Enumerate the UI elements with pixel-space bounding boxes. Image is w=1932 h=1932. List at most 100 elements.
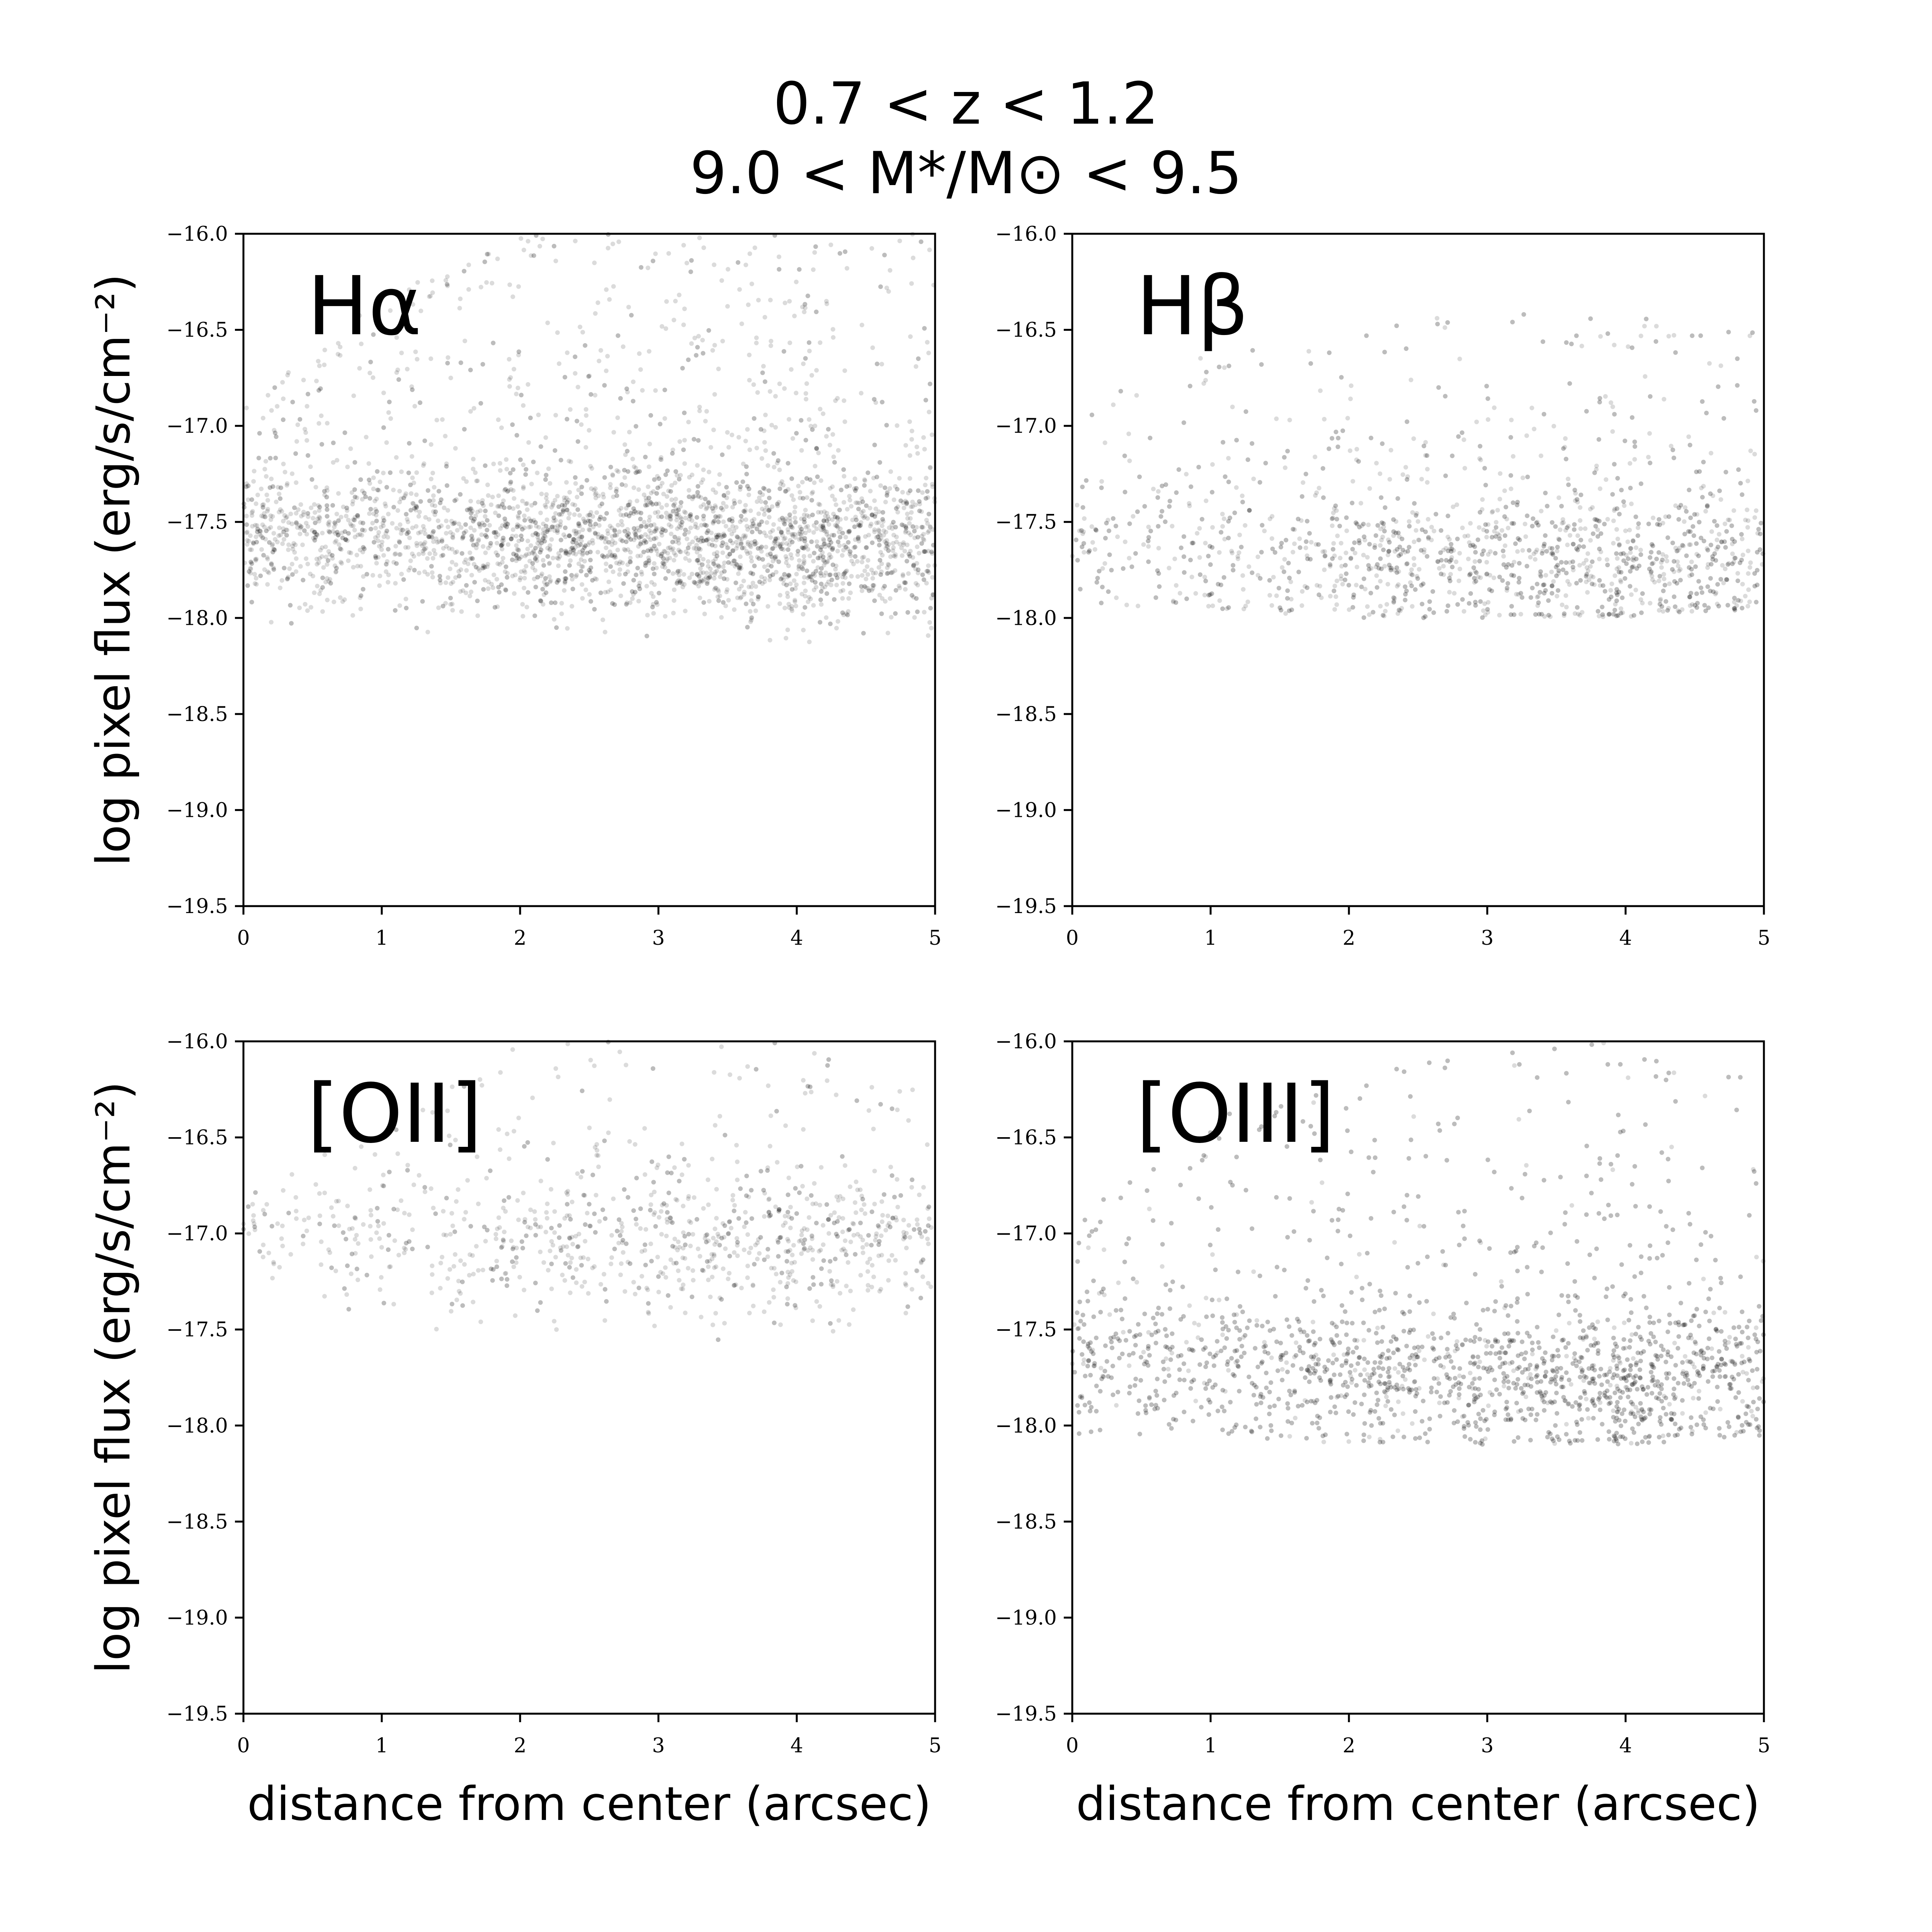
scatter-point [573, 371, 578, 376]
scatter-point [743, 503, 748, 508]
scatter-point [269, 517, 274, 522]
scatter-point [1403, 465, 1408, 470]
scatter-point [410, 501, 415, 506]
scatter-point [747, 447, 752, 452]
scatter-point [914, 444, 919, 449]
scatter-point [296, 507, 301, 512]
scatter-point [461, 535, 465, 540]
scatter-point [705, 581, 710, 586]
scatter-point [457, 573, 462, 578]
scatter-point [1629, 502, 1634, 506]
scatter-point [298, 417, 303, 422]
scatter-point [1628, 461, 1633, 466]
scatter-point [783, 554, 788, 559]
scatter-point [804, 381, 809, 386]
scatter-point [828, 572, 833, 577]
scatter-point [781, 349, 786, 354]
scatter-point [1354, 565, 1359, 570]
scatter-point [638, 517, 643, 522]
scatter-point [637, 351, 642, 356]
scatter-point [486, 546, 491, 551]
scatter-point [690, 497, 695, 502]
scatter-point [323, 544, 328, 549]
scatter-point [795, 552, 800, 557]
scatter-point [368, 359, 373, 364]
scatter-point [696, 484, 701, 489]
scatter-point [345, 508, 350, 513]
scatter-point [594, 491, 599, 496]
scatter-point [1682, 519, 1687, 524]
scatter-point [688, 269, 693, 274]
scatter-point [1432, 529, 1437, 534]
scatter-point [483, 578, 488, 583]
scatter-point [731, 558, 736, 563]
scatter-point [814, 585, 819, 590]
scatter-point [432, 512, 437, 517]
scatter-point [429, 476, 434, 481]
scatter-point [781, 520, 786, 525]
scatter-point [371, 375, 376, 380]
scatter-point [810, 490, 815, 495]
scatter-point [675, 569, 680, 574]
scatter-point [394, 370, 399, 375]
scatter-point [803, 438, 808, 443]
scatter-point [498, 468, 503, 473]
scatter-point [474, 546, 479, 550]
scatter-point [332, 524, 337, 529]
scatter-point [712, 262, 717, 267]
scatter-point [701, 570, 706, 575]
scatter-point [458, 567, 463, 572]
scatter-point [432, 548, 436, 553]
scatter-point [726, 598, 731, 603]
scatter-point [801, 361, 806, 366]
scatter-point [893, 525, 898, 530]
scatter-point [789, 556, 794, 561]
scatter-point [635, 469, 640, 474]
scatter-point [1195, 531, 1200, 536]
scatter-point [790, 436, 795, 441]
scatter-point [686, 357, 691, 362]
scatter-point [682, 410, 687, 415]
scatter-point [716, 564, 721, 569]
scatter-point [566, 516, 571, 520]
scatter-point [459, 609, 464, 614]
scatter-point [704, 523, 709, 528]
scatter-point [895, 423, 900, 428]
scatter-point [504, 521, 509, 526]
scatter-point [680, 520, 685, 525]
scatter-point [921, 435, 926, 440]
scatter-point [585, 513, 590, 518]
scatter-point [565, 626, 570, 631]
scatter-point [583, 543, 588, 548]
scatter-point [1533, 557, 1537, 562]
scatter-point [338, 595, 343, 600]
scatter-point [737, 287, 742, 292]
scatter-point [639, 534, 644, 539]
scatter-point [673, 553, 678, 558]
scatter-point [1752, 515, 1757, 520]
scatter-point [676, 512, 681, 517]
scatter-point [251, 479, 256, 484]
scatter-point [574, 573, 579, 578]
scatter-point [520, 614, 526, 619]
scatter-point [536, 525, 541, 530]
scatter-point [1539, 453, 1544, 458]
scatter-point [712, 392, 717, 397]
scatter-point [1234, 485, 1239, 490]
scatter-point [550, 524, 555, 529]
scatter-point [544, 517, 549, 522]
scatter-point [351, 565, 356, 570]
scatter-point [696, 438, 701, 443]
scatter-point [707, 599, 712, 604]
scatter-point [630, 456, 635, 461]
y-axis-label: log pixel flux (erg/s/cm⁻²) [87, 274, 141, 866]
scatter-point [549, 525, 554, 530]
scatter-point [1344, 528, 1349, 533]
scatter-point [834, 524, 839, 529]
scatter-point [792, 313, 797, 318]
scatter-point [883, 530, 888, 534]
scatter-point [823, 570, 828, 575]
scatter-point [376, 488, 381, 493]
scatter-point [602, 629, 607, 634]
scatter-point [562, 498, 567, 503]
